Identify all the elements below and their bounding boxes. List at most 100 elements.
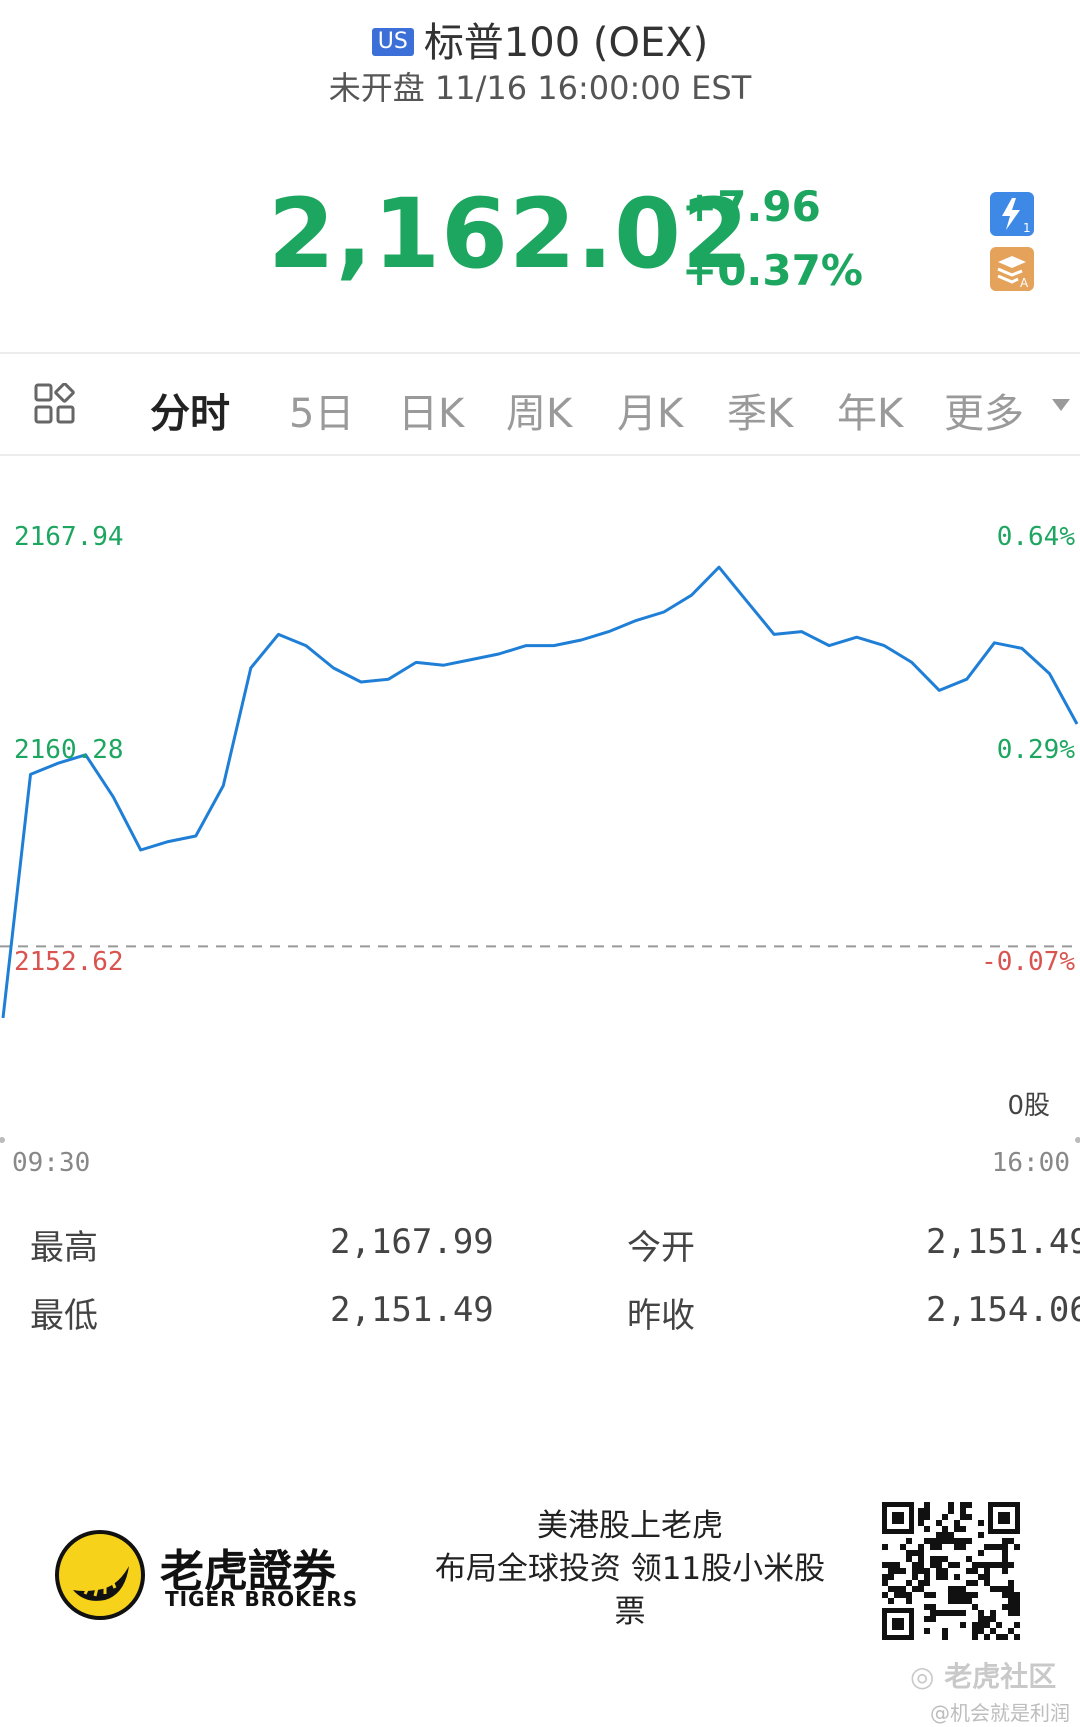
qr-module: [942, 1538, 948, 1544]
qr-module: [1008, 1598, 1014, 1604]
qr-module: [888, 1562, 894, 1568]
qr-module: [888, 1568, 894, 1574]
qr-module: [942, 1574, 948, 1580]
qr-module: [978, 1622, 984, 1628]
qr-module: [882, 1592, 888, 1598]
x-tick-end: 16:00: [991, 1148, 1070, 1178]
qr-module: [942, 1628, 948, 1634]
market-status: 未开盘 11/16 16:00:00 EST: [328, 69, 752, 107]
qr-module: [948, 1598, 954, 1604]
y-right-tick-bottom: -0.07%: [981, 947, 1075, 977]
qr-module: [930, 1544, 936, 1550]
qr-module: [954, 1598, 960, 1604]
brand-name: 老虎證券: [160, 1546, 336, 1597]
qr-module: [1008, 1538, 1014, 1544]
promo-text: 美港股上老虎 布局全球投资 领11股小米股 票: [420, 1505, 840, 1634]
qr-module: [984, 1622, 990, 1628]
qr-module: [948, 1502, 954, 1508]
qr-module: [954, 1574, 960, 1580]
y-right-tick-mid: 0.29%: [996, 735, 1075, 765]
qr-module: [954, 1610, 960, 1616]
tab-daily-k[interactable]: 日K: [398, 391, 465, 437]
tab-weekly-k[interactable]: 周K: [506, 391, 573, 437]
qr-module: [948, 1562, 954, 1568]
volume-label: 0股: [1007, 1091, 1050, 1121]
tab-intraday[interactable]: 分时: [150, 391, 230, 437]
qr-module: [948, 1508, 954, 1514]
y-left-tick-bottom: 2152.62: [14, 947, 124, 977]
qr-module: [888, 1574, 894, 1580]
stat-low-label: 最低: [30, 1296, 98, 1336]
svg-text:1: 1: [1023, 221, 1031, 235]
qr-module: [978, 1574, 984, 1580]
price-line: [1, 565, 1079, 1019]
qr-module: [924, 1580, 930, 1586]
qr-module: [930, 1610, 936, 1616]
qr-module: [954, 1544, 960, 1550]
qr-module: [930, 1604, 936, 1610]
chevron-down-icon[interactable]: [1052, 399, 1070, 411]
qr-module: [996, 1544, 1002, 1550]
qr-module: [960, 1526, 966, 1532]
qr-module: [966, 1568, 972, 1574]
qr-code[interactable]: [882, 1502, 1020, 1640]
tab-yearly-k[interactable]: 年K: [837, 391, 904, 437]
qr-module: [996, 1622, 1002, 1628]
qr-module: [972, 1592, 978, 1598]
qr-module: [972, 1628, 978, 1634]
tab-more[interactable]: 更多: [944, 391, 1024, 437]
qr-module: [1002, 1568, 1008, 1574]
y-left-tick-mid: 2160.28: [14, 735, 124, 765]
qr-module: [984, 1580, 990, 1586]
qr-module: [966, 1592, 972, 1598]
qr-module: [960, 1598, 966, 1604]
qr-module: [936, 1538, 942, 1544]
tab-5day[interactable]: 5日: [289, 391, 355, 437]
qr-module: [918, 1556, 924, 1562]
layers-stack-icon[interactable]: A: [990, 247, 1034, 291]
qr-module: [990, 1628, 996, 1634]
qr-module: [954, 1538, 960, 1544]
qr-module: [942, 1514, 948, 1520]
qr-module: [912, 1586, 918, 1592]
qr-module: [948, 1592, 954, 1598]
qr-module: [954, 1592, 960, 1598]
market-badge: US: [371, 28, 414, 56]
qr-module: [918, 1580, 924, 1586]
qr-module: [1014, 1544, 1020, 1550]
qr-module: [924, 1568, 930, 1574]
qr-module: [912, 1550, 918, 1556]
qr-module: [900, 1586, 906, 1592]
qr-module: [1008, 1586, 1014, 1592]
qr-module: [1008, 1562, 1014, 1568]
qr-module: [966, 1538, 972, 1544]
qr-module: [894, 1568, 900, 1574]
user-watermark: @机会就是利润: [930, 1701, 1070, 1725]
qr-module: [948, 1532, 954, 1538]
tiger-brokers-logo-icon: [55, 1530, 145, 1620]
stat-high-label: 最高: [30, 1228, 98, 1268]
qr-module: [1002, 1592, 1008, 1598]
stat-prev-close-label: 昨收: [627, 1296, 695, 1336]
tab-monthly-k[interactable]: 月K: [617, 391, 684, 437]
intraday-chart[interactable]: 2167.94 2160.28 2152.62 0.64% 0.29% -0.0…: [0, 500, 1080, 1180]
qr-module: [900, 1592, 906, 1598]
qr-module: [984, 1544, 990, 1550]
lightning-level1-icon[interactable]: 1: [990, 192, 1034, 236]
promo-line-1: 美港股上老虎: [537, 1508, 723, 1544]
qr-module: [918, 1514, 924, 1520]
grid-menu-icon[interactable]: [34, 383, 76, 425]
tab-quarterly-k[interactable]: 季K: [727, 391, 794, 437]
qr-module: [918, 1520, 924, 1526]
qr-module: [924, 1574, 930, 1580]
qr-module: [954, 1526, 960, 1532]
qr-module: [912, 1574, 918, 1580]
qr-module: [1014, 1604, 1020, 1610]
qr-module: [1002, 1604, 1008, 1610]
qr-module: [978, 1550, 984, 1556]
qr-module: [900, 1568, 906, 1574]
qr-module: [924, 1502, 930, 1508]
qr-module: [984, 1562, 990, 1568]
stat-prev-close-value: 2,154.06: [926, 1290, 1080, 1330]
qr-module: [960, 1514, 966, 1520]
